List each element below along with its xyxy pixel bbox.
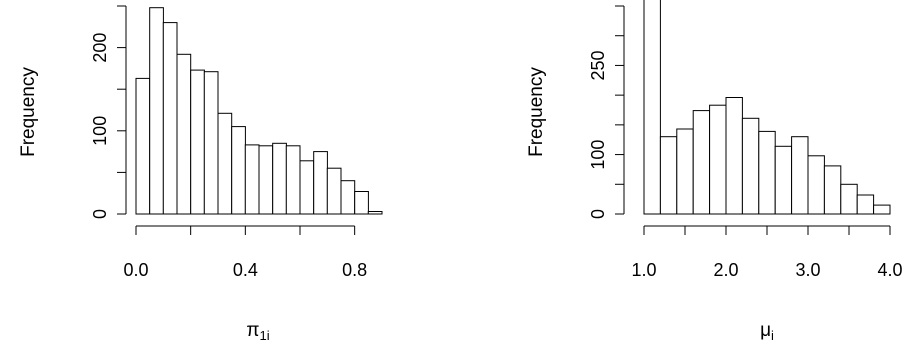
histogram-bar-right-14: [873, 204, 891, 215]
y-tick-label-left-0: 0: [90, 209, 110, 219]
histogram-bar-left-11: [285, 145, 301, 215]
x-axis-title-sub-right: i: [771, 328, 774, 343]
histogram-pi-panel: Frequency π1i 0.0 0.4 0.8 0 100 200: [18, 5, 383, 343]
x-axis-title-left: π1i: [246, 320, 269, 343]
histogram-mu-panel: Frequency μi 1.0 2.0 3.0 4.0 0 100 250: [526, 0, 903, 343]
histogram-bar-left-9: [258, 145, 274, 215]
histogram-bar-right-9: [791, 136, 809, 215]
histogram-bar-left-6: [217, 112, 233, 215]
histogram-bar-left-16: [354, 191, 369, 215]
histogram-bar-left-7: [231, 126, 246, 215]
histogram-bar-left-8: [244, 144, 260, 215]
x-axis-title-main-left: π: [246, 320, 259, 341]
x-tick-label-left-0: 0.0: [123, 260, 148, 280]
histogram-bar-left-13: [313, 151, 328, 215]
y-tick-label-left-2: 100: [90, 116, 110, 146]
x-tick-label-right-6: 4.0: [877, 260, 902, 280]
histogram-bar-left-3: [176, 53, 192, 215]
y-tick-label-right-2: 100: [588, 140, 608, 170]
histogram-bar-left-14: [326, 167, 342, 215]
histogram-bar-right-4: [709, 104, 727, 215]
histogram-bar-left-1: [149, 7, 164, 215]
x-axis-title-main-right: μ: [760, 320, 771, 341]
histogram-bar-left-10: [272, 142, 287, 215]
histogram-bar-right-0: [643, 0, 661, 215]
histogram-bar-right-13: [856, 194, 875, 215]
y-tick-label-right-0: 0: [588, 209, 608, 219]
histogram-bar-left-2: [162, 22, 178, 215]
histogram-bar-right-6: [741, 117, 760, 215]
histogram-bar-right-7: [758, 130, 776, 215]
y-tick-label-left-4: 200: [90, 33, 110, 63]
histogram-bar-right-11: [823, 165, 842, 215]
y-axis-title-left: Frequency: [18, 67, 39, 157]
y-axis-title-right: Frequency: [526, 67, 547, 157]
x-axis-title-right: μi: [760, 320, 774, 343]
x-axis-title-sub-left: 1i: [259, 328, 269, 343]
x-tick-label-left-4: 0.8: [342, 260, 367, 280]
histogram-bar-left-15: [340, 180, 356, 215]
x-tick-label-right-4: 3.0: [795, 260, 820, 280]
histogram-bar-right-10: [807, 155, 825, 215]
histogram-bar-right-8: [774, 145, 793, 215]
histogram-bar-right-1: [659, 136, 678, 215]
histogram-bar-left-4: [190, 69, 205, 215]
histogram-bar-right-5: [725, 97, 743, 215]
x-tick-label-left-2: 0.4: [233, 260, 258, 280]
x-tick-label-right-0: 1.0: [631, 260, 656, 280]
histogram-bar-left-12: [299, 160, 315, 215]
y-tick-label-right-5: 250: [588, 50, 608, 80]
histogram-bar-right-2: [676, 128, 694, 215]
histogram-bar-right-3: [692, 110, 711, 215]
histogram-bar-left-17: [367, 211, 383, 215]
histogram-bar-left-5: [203, 71, 219, 215]
histogram-bar-left-0: [135, 77, 151, 215]
x-tick-label-right-2: 2.0: [713, 260, 738, 280]
histogram-bar-right-12: [840, 183, 858, 215]
